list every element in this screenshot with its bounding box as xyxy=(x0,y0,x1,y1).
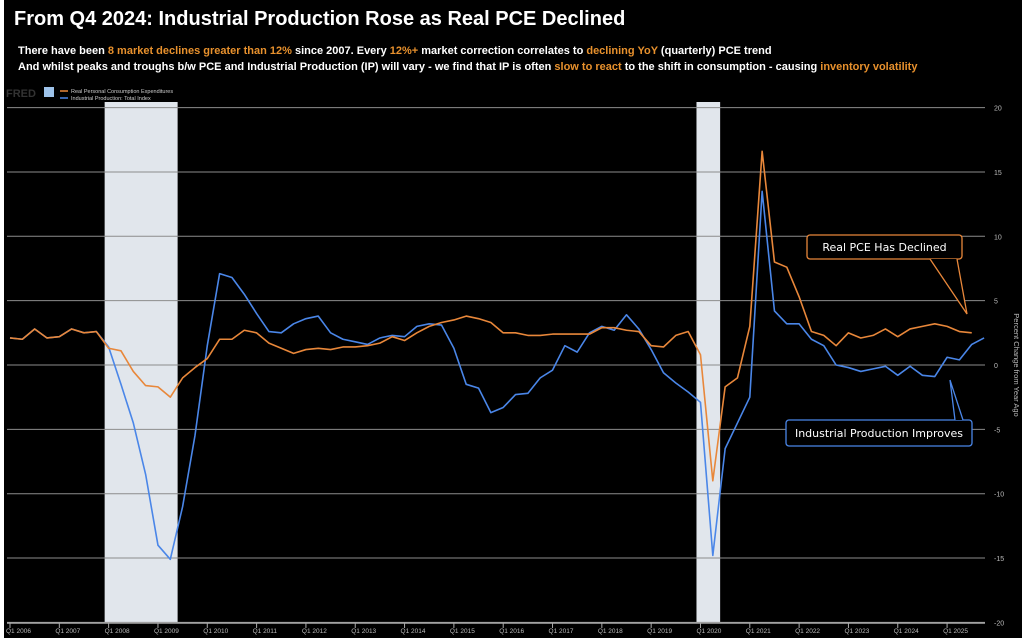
x-tick-label: Q1 2018 xyxy=(598,628,623,635)
callout-pointer xyxy=(949,379,964,421)
x-tick-label: Q1 2021 xyxy=(746,628,771,635)
x-tick-label: Q1 2020 xyxy=(696,628,721,635)
legend-label: Real Personal Consumption Expenditures xyxy=(71,89,173,95)
x-tick-label: Q1 2025 xyxy=(943,628,968,635)
y-tick-label: -20 xyxy=(994,620,1004,627)
subtitle-text: And whilst peaks and troughs b/w PCE and… xyxy=(18,61,555,73)
highlight-text: declining YoY xyxy=(586,45,658,57)
subtitle-text: (quarterly) PCE trend xyxy=(657,45,772,57)
y-tick-label: 0 xyxy=(994,363,998,370)
x-tick-label: Q1 2019 xyxy=(647,628,672,635)
series-line xyxy=(9,190,985,561)
x-tick-label: Q1 2011 xyxy=(253,628,278,635)
x-tick-label: Q1 2008 xyxy=(105,628,130,635)
callout-pointer xyxy=(929,258,968,315)
y-tick-label: 10 xyxy=(994,234,1002,241)
callout-box xyxy=(785,419,973,447)
legend: FRED Real Personal Consumption Expenditur… xyxy=(6,87,173,102)
recession-band xyxy=(104,102,178,622)
x-tick-label: Q1 2017 xyxy=(549,628,574,635)
x-tick-label: Q1 2012 xyxy=(302,628,327,635)
subtitle-text: market correction correlates to xyxy=(418,45,587,57)
subtitle-line-2: And whilst peaks and troughs b/w PCE and… xyxy=(18,61,917,73)
x-tick-label: Q1 2015 xyxy=(450,628,475,635)
legend-label: Industrial Production: Total Index xyxy=(71,96,151,102)
x-tick-label: Q1 2022 xyxy=(795,628,820,635)
x-tick-label: Q1 2014 xyxy=(401,628,426,635)
page-title: From Q4 2024: Industrial Production Rose… xyxy=(14,8,626,30)
series-ip xyxy=(9,190,985,561)
series-pce xyxy=(9,150,972,482)
x-tick-label: Q1 2024 xyxy=(894,628,919,635)
recession-band xyxy=(696,102,721,622)
y-axis-label: Percent Change from Year Ago xyxy=(1012,313,1021,416)
x-tick-label: Q1 2009 xyxy=(154,628,179,635)
subtitle-text: since 2007. Every xyxy=(291,45,390,57)
fred-logo: FRED xyxy=(6,88,36,100)
x-tick-label: Q1 2016 xyxy=(499,628,524,635)
callout-text: Real PCE Has Declined xyxy=(822,241,946,254)
highlight-text: 12%+ xyxy=(389,45,419,57)
x-tick-label: Q1 2007 xyxy=(55,628,80,635)
x-tick-label: Q1 2010 xyxy=(203,628,228,635)
fred-chart-icon xyxy=(44,87,54,97)
x-tick-label: Q1 2013 xyxy=(351,628,376,635)
y-tick-label: -10 xyxy=(994,492,1004,499)
annotation-callout: Industrial Production Improves xyxy=(785,379,973,447)
callout-box xyxy=(806,234,963,260)
x-tick-label: Q1 2006 xyxy=(6,628,31,635)
callout-text: Industrial Production Improves xyxy=(795,427,963,440)
subtitle-line-1: There have been 8 market declines greate… xyxy=(18,45,772,57)
y-tick-label: -5 xyxy=(994,427,1000,434)
x-tick-label: Q1 2023 xyxy=(844,628,869,635)
highlight-text: slow to react xyxy=(554,61,622,73)
y-tick-label: 20 xyxy=(994,106,1002,113)
highlight-text: inventory volatility xyxy=(820,61,918,73)
annotation-callout: Real PCE Has Declined xyxy=(806,234,968,315)
subtitle-text: There have been xyxy=(18,45,108,57)
y-tick-label: -15 xyxy=(994,556,1004,563)
subtitle-text: to the shift in consumption - causing xyxy=(621,61,821,73)
highlight-text: 8 market declines greater than 12% xyxy=(107,45,292,57)
y-tick-label: 15 xyxy=(994,170,1002,177)
y-tick-label: 5 xyxy=(994,299,998,306)
